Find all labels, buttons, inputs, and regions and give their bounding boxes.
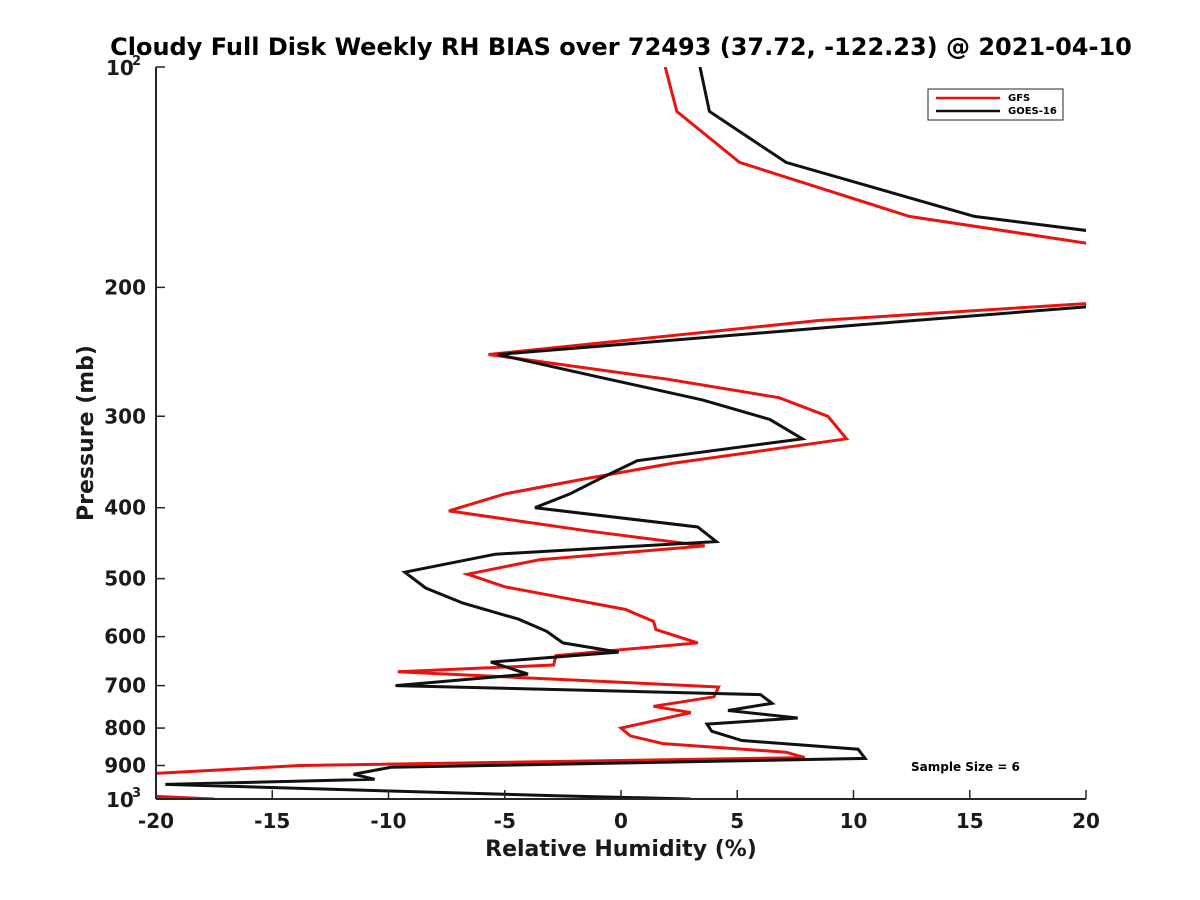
sample-size-annotation: Sample Size = 6 (911, 760, 1020, 774)
x-tick-label: 15 (956, 809, 984, 833)
y-tick-label: 700 (104, 674, 146, 698)
y-axis-label: Pressure (mb) (74, 345, 99, 521)
y-tick-label: 400 (104, 496, 146, 520)
series-layer (156, 67, 1086, 799)
plot-area (156, 67, 1086, 799)
legend-label-gfs: GFS (1008, 93, 1030, 104)
series-line-gfs (156, 67, 1086, 799)
x-tick-label: 0 (614, 809, 628, 833)
y-tick-label: 10 (106, 56, 134, 80)
y-tick-label: 800 (104, 716, 146, 740)
legend-label-goes16: GOES-16 (1008, 106, 1057, 117)
y-tick-label: 300 (104, 404, 146, 428)
y-tick-label: 600 (104, 625, 146, 649)
x-tick-label: -15 (254, 809, 290, 833)
series-line-goes-16 (165, 67, 1086, 799)
y-tick-label: 200 (104, 275, 146, 299)
x-tick-label: 5 (730, 809, 744, 833)
x-axis-label: Relative Humidity (%) (485, 837, 757, 862)
x-tick-label: -20 (138, 809, 174, 833)
x-tick-label: -10 (370, 809, 406, 833)
x-tick-label: 10 (840, 809, 868, 833)
y-tick-label: 10 (106, 788, 134, 812)
y-tick-label: 500 (104, 567, 146, 591)
x-tick-label: 20 (1072, 809, 1100, 833)
legend: GFS GOES-16 (927, 88, 1064, 121)
y-tick-label: 900 (104, 754, 146, 778)
x-ticks: -20 -15 -10 -5 0 5 10 15 20 (138, 790, 1100, 833)
x-tick-label: -5 (494, 809, 516, 833)
legend-box (927, 88, 1064, 121)
chart-title: Cloudy Full Disk Weekly RH BIAS over 724… (110, 33, 1132, 61)
y-tick-exponent: 2 (132, 54, 141, 69)
y-tick-exponent: 3 (132, 786, 141, 801)
